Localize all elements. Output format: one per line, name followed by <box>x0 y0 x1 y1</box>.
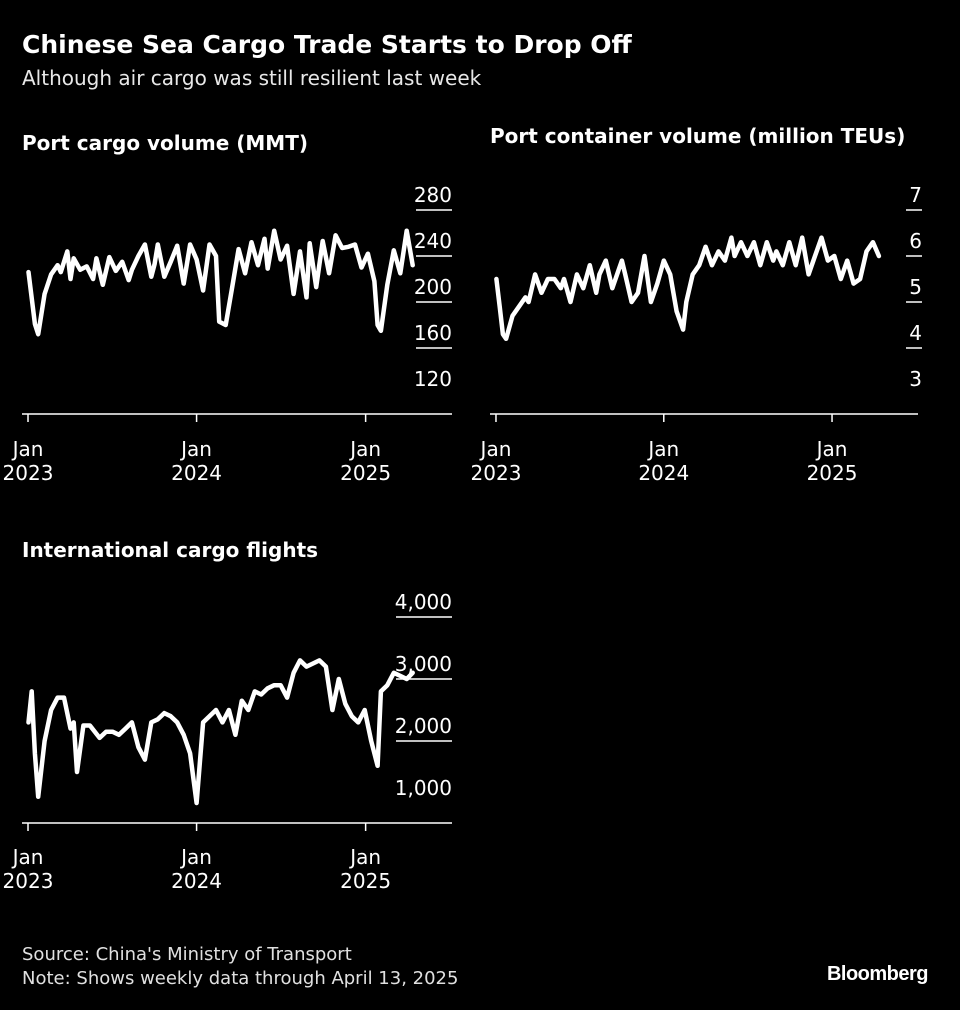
x-tick-label-year: 2024 <box>171 869 222 893</box>
data-note: Note: Shows weekly data through April 13… <box>22 968 459 989</box>
y-tick-label: 3 <box>909 367 922 391</box>
y-tick-label: 1,000 <box>395 776 452 800</box>
y-tick-label: 200 <box>414 275 452 299</box>
x-tick-label-month: Jan <box>646 437 679 461</box>
y-tick-label: 6 <box>909 229 922 253</box>
x-tick-label-month: Jan <box>348 845 381 869</box>
y-tick-label: 2,000 <box>395 714 452 738</box>
x-tick-label-month: Jan <box>11 437 44 461</box>
x-tick-label-year: 2025 <box>340 869 391 893</box>
series-line <box>494 235 882 342</box>
x-tick-label-month: Jan <box>479 437 512 461</box>
series-line <box>26 228 415 337</box>
x-tick-label-month: Jan <box>179 437 212 461</box>
x-tick-label-year: 2025 <box>807 461 858 485</box>
y-tick-label: 7 <box>909 183 922 207</box>
port-container-chart-title: Port container volume (million TEUs) <box>490 124 906 148</box>
y-tick-label: 5 <box>909 275 922 299</box>
x-tick-label-year: 2023 <box>3 869 54 893</box>
source-note: Source: China's Ministry of Transport <box>22 944 352 965</box>
bloomberg-logo: Bloomberg <box>826 963 929 985</box>
x-tick-label-month: Jan <box>815 437 848 461</box>
y-tick-label: 240 <box>414 229 452 253</box>
x-tick-label-month: Jan <box>179 845 212 869</box>
cargo-flights-chart-title: International cargo flights <box>22 538 319 562</box>
y-tick-label: 4,000 <box>395 590 452 614</box>
x-tick-label-year: 2024 <box>638 461 689 485</box>
port-cargo-chart-title: Port cargo volume (MMT) <box>22 131 308 155</box>
x-tick-label-year: 2023 <box>471 461 522 485</box>
x-tick-label-year: 2025 <box>340 461 391 485</box>
y-tick-label: 4 <box>909 321 922 345</box>
x-tick-label-year: 2023 <box>3 461 54 485</box>
x-tick-label-year: 2024 <box>171 461 222 485</box>
chart-title: Chinese Sea Cargo Trade Starts to Drop O… <box>22 30 632 59</box>
y-tick-label: 280 <box>414 183 452 207</box>
x-tick-label-month: Jan <box>348 437 381 461</box>
y-tick-label: 160 <box>414 321 452 345</box>
series-line <box>26 658 415 806</box>
chart-subtitle: Although air cargo was still resilient l… <box>22 66 482 90</box>
y-tick-label: 3,000 <box>395 652 452 676</box>
y-tick-label: 120 <box>414 367 452 391</box>
x-tick-label-month: Jan <box>11 845 44 869</box>
